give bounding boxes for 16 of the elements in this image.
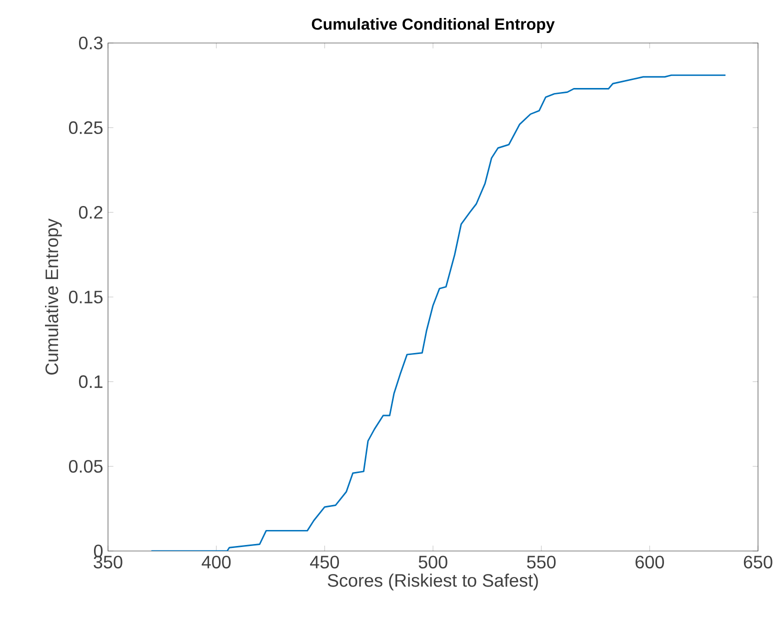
y-tick-label: 0.05 xyxy=(68,460,103,473)
y-tick-label: 0.15 xyxy=(68,290,103,304)
x-tick-label: 650 xyxy=(744,556,772,568)
y-tick-label: 0.25 xyxy=(68,121,103,134)
y-axis-title: Cumulative Entropy xyxy=(44,218,62,375)
x-tick-label: 600 xyxy=(636,556,664,568)
y-tick-label: 0.2 xyxy=(78,206,102,219)
y-tick-label: 0.1 xyxy=(78,375,102,388)
x-tick-label: 500 xyxy=(418,556,448,568)
x-axis-title: Scores (Riskiest to Safest) xyxy=(328,574,538,590)
x-tick-label: 450 xyxy=(310,556,339,568)
chart-title: Cumulative Conditional Entropy xyxy=(312,18,555,33)
x-tick-label: 400 xyxy=(202,556,231,568)
x-tick-label: 550 xyxy=(527,556,556,568)
y-tick-label: 0.3 xyxy=(78,36,103,50)
x-tick-label: 350 xyxy=(94,556,122,568)
